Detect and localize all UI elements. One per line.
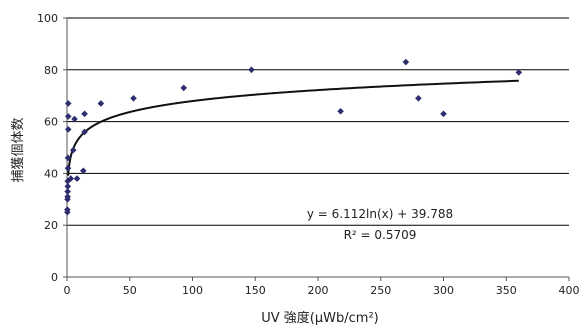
- data-point: [71, 115, 78, 123]
- data-point: [69, 146, 77, 154]
- data-point: [81, 128, 88, 136]
- trendline-equation: y = 6.112ln(x) + 39.788: [307, 207, 453, 221]
- data-point: [64, 183, 72, 190]
- data-points: [64, 58, 523, 216]
- x-axis-label: UV 強度(μWb/cm²): [261, 310, 378, 326]
- y-tick-label: 20: [44, 219, 58, 232]
- x-tick-label: 0: [64, 284, 71, 297]
- x-tick-label: 100: [182, 284, 203, 297]
- tick-labels: 0 20 40 60 80 100 0 50 100 150 200 250 300 350 400: [37, 12, 580, 297]
- data-point: [67, 175, 75, 182]
- data-point: [97, 100, 105, 107]
- x-tick-label: 50: [123, 284, 137, 297]
- r-squared-label: R² = 0.5709: [344, 228, 417, 242]
- x-tick-label: 300: [433, 284, 454, 297]
- trendline: [67, 79, 519, 176]
- data-point: [64, 177, 72, 185]
- data-point: [180, 84, 188, 92]
- data-point: [64, 113, 72, 120]
- data-point: [402, 58, 410, 66]
- y-tick-label: 40: [44, 167, 58, 180]
- y-tick-label: 60: [44, 116, 58, 129]
- data-point: [440, 110, 447, 118]
- y-tick-label: 80: [44, 64, 58, 77]
- data-point: [64, 193, 71, 201]
- data-point: [64, 126, 72, 133]
- y-axis-label: 捕獲個体数: [10, 117, 26, 182]
- trendline-layer: [67, 79, 519, 176]
- data-point: [248, 66, 255, 74]
- x-tick-label: 350: [496, 284, 517, 297]
- data-point: [415, 94, 422, 102]
- y-tick-label: 100: [37, 12, 58, 25]
- data-point: [515, 69, 523, 76]
- axis-layer: [63, 17, 570, 281]
- data-point: [64, 206, 71, 213]
- data-point: [64, 154, 72, 162]
- data-point: [337, 107, 344, 115]
- y-tick-label: 0: [51, 271, 58, 284]
- data-point: [73, 175, 81, 182]
- x-tick-label: 150: [245, 284, 266, 297]
- grid-layer: [67, 17, 569, 226]
- data-point: [80, 167, 87, 175]
- x-tick-label: 250: [370, 284, 391, 297]
- data-point: [64, 100, 72, 107]
- x-tick-label: 400: [559, 284, 580, 297]
- data-point: [64, 164, 72, 172]
- x-tick-label: 200: [308, 284, 329, 297]
- data-point: [64, 188, 71, 195]
- data-point: [81, 110, 88, 118]
- data-point: [130, 94, 137, 102]
